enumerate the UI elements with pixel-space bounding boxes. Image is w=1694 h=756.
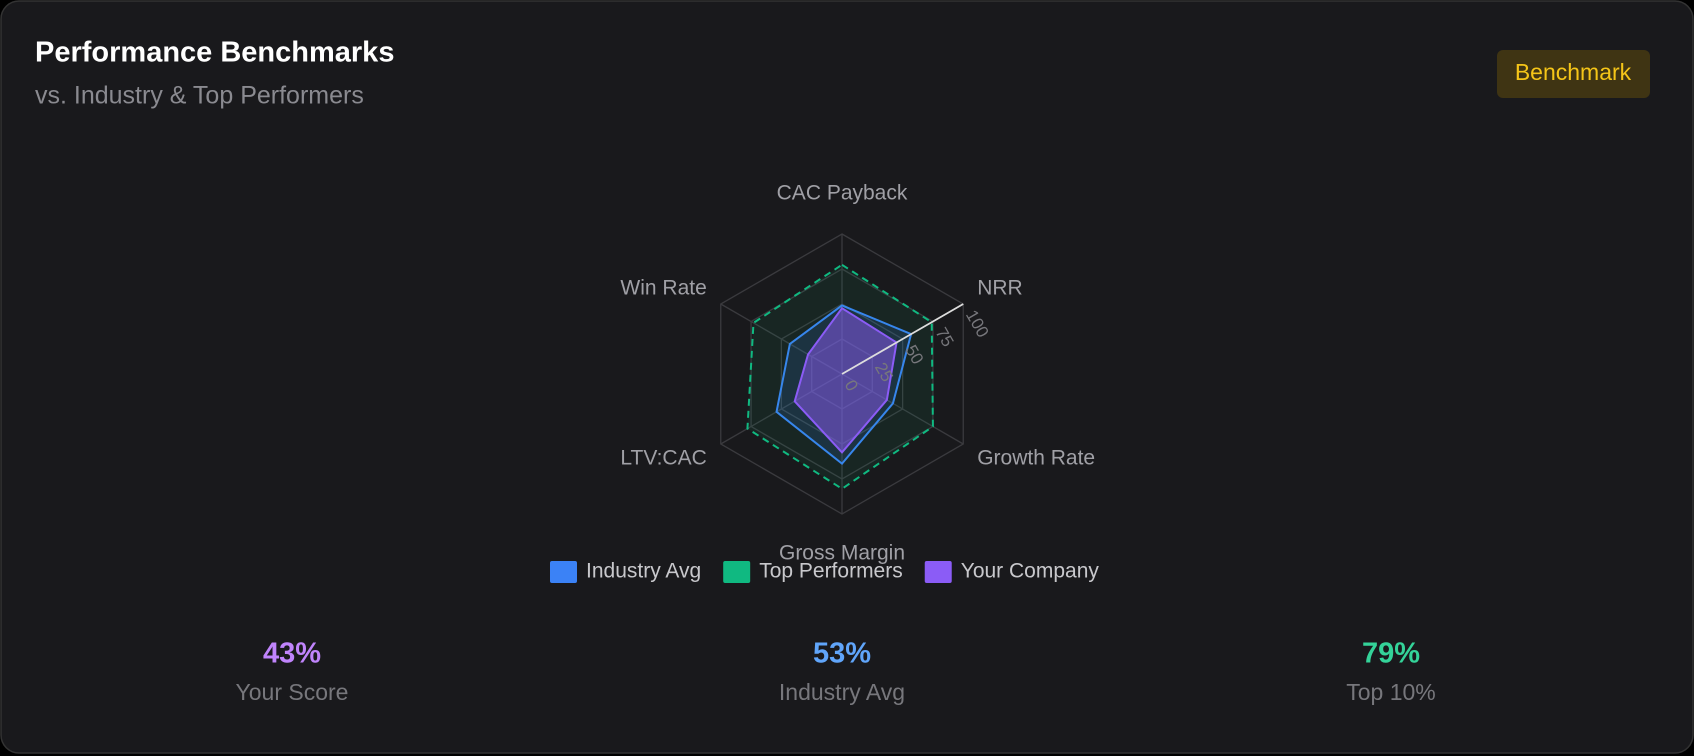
axis-label: LTV:CAC — [620, 447, 706, 470]
stat-value: 79% — [1362, 638, 1420, 670]
axis-label: CAC Payback — [777, 182, 908, 205]
legend-label: Your Company — [961, 560, 1100, 583]
axis-label: Gross Margin — [779, 542, 905, 565]
title: Performance Benchmarks — [35, 37, 394, 69]
axis-label: Win Rate — [620, 277, 706, 300]
legend-swatch — [924, 561, 952, 583]
subtitle: vs. Industry & Top Performers — [35, 82, 364, 110]
legend-swatch — [723, 561, 751, 583]
scale-axis — [841, 303, 964, 375]
axis-label: NRR — [977, 277, 1023, 300]
legend-label: Industry Avg — [586, 560, 701, 583]
badge-bg[interactable] — [1497, 50, 1650, 98]
stat-label: Your Score — [236, 679, 349, 705]
axis-label: Growth Rate — [977, 447, 1095, 470]
legend-swatch — [550, 561, 577, 583]
stat-label: Industry Avg — [779, 679, 905, 705]
stat-value: 53% — [813, 638, 871, 670]
stat-value: 43% — [263, 638, 321, 670]
stat-label: Top 10% — [1346, 679, 1436, 705]
legend-label: Top Performers — [759, 560, 903, 583]
badge[interactable]: Benchmark — [1515, 59, 1632, 85]
